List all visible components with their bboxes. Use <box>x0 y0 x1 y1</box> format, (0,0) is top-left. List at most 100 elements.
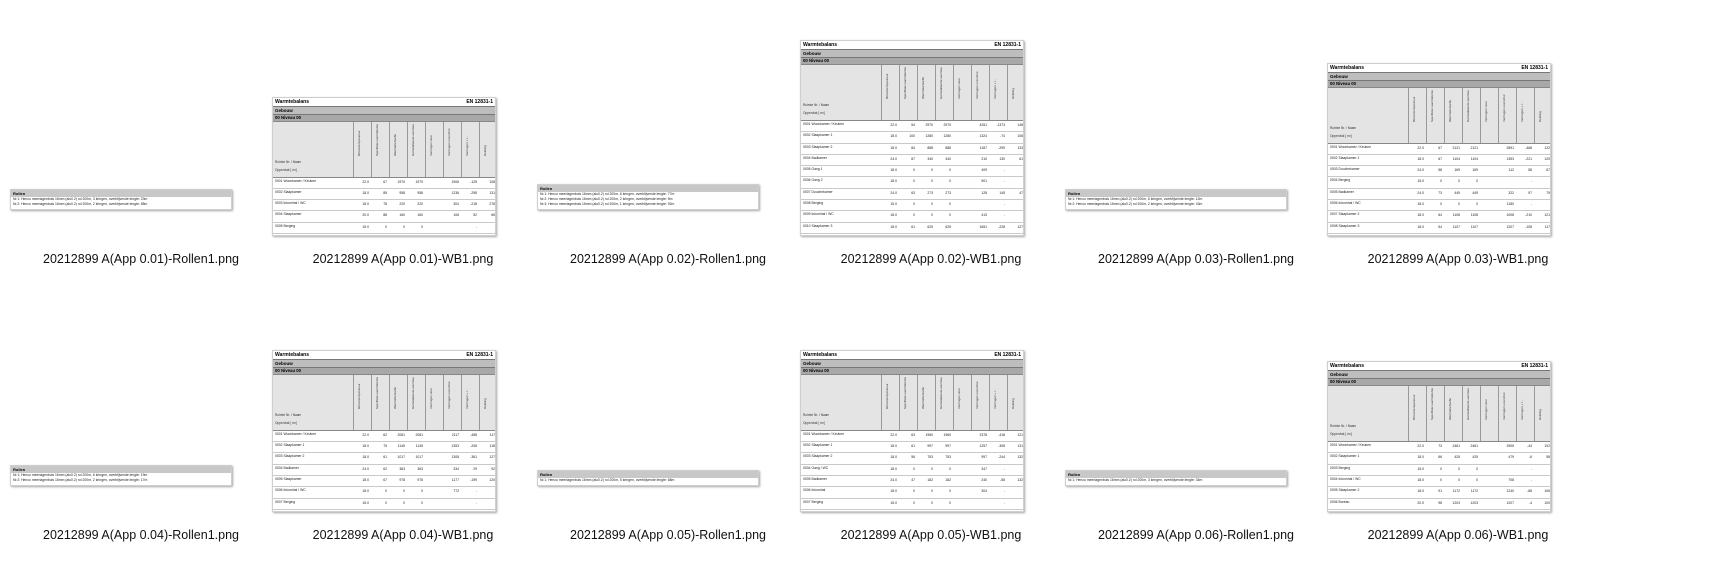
column-header: Vermogen vloer <box>429 134 433 156</box>
cell-value: 18.0 <box>890 444 897 449</box>
table-row: 0010 Slaapkamer 3 18.0 61 625 625 1651 -228 127 <box>801 223 1023 234</box>
cell-value: -6 <box>1528 455 1532 460</box>
room-name: 0001 Woonkamer / Keuken <box>275 178 317 183</box>
room-name: 0007 Douchekamer <box>803 189 833 194</box>
room-name: 0001 Woonkamer / Keuken <box>1330 443 1372 448</box>
file-name[interactable]: 20212899 A(App 0.04)-Rollen1.png <box>43 528 239 542</box>
cell-value: 0 <box>913 489 915 494</box>
thumbnail-image[interactable]: Rollen Nr.1: Henco meerlagenbuis 16mm (al… <box>10 465 232 486</box>
file-item[interactable]: Rollen Nr.1: Henco meerlagenbuis 16mm (al… <box>10 284 272 546</box>
file-name[interactable]: 20212899 A(App 0.02)-Rollen1.png <box>570 252 766 266</box>
thumb-header: Rollen <box>1066 471 1286 478</box>
room-name: 0002 Slaapkamer 1 <box>1330 155 1360 160</box>
thumbnail-image[interactable]: Rollen Nr.1: Henco meerlagenbuis 16mm (al… <box>1065 470 1287 486</box>
thumbnail-image[interactable]: Rollen Nr.1: Henco meerlagenbuis 16mm (al… <box>1065 189 1287 210</box>
column-divider <box>989 65 990 120</box>
thumbnail-image[interactable]: Warmtebalans EN 12831-1 Gebouw 00 Niveau 00… <box>1327 62 1551 236</box>
thumb-level: 00 Niveau 00 <box>1328 378 1550 386</box>
column-header: Vermogen + / - <box>1520 101 1524 122</box>
cell-value: 128 <box>981 190 987 195</box>
file-item[interactable]: Rollen Nr.1: Henco meerlagenbuis 16mm (al… <box>537 8 799 270</box>
cell-value: 1240 <box>1506 489 1514 494</box>
room-name: 0004 Gang / WC <box>803 465 829 470</box>
thumbnail-image[interactable]: Warmtebalans EN 12831-1 Gebouw 00 Niveau 00… <box>272 349 496 512</box>
file-name[interactable]: 20212899 A(App 0.06)-WB1.png <box>1367 528 1549 542</box>
thumb-titlebar: Warmtebalans EN 12831-1 <box>1328 362 1550 370</box>
file-item[interactable]: Warmtebalans EN 12831-1 Gebouw 00 Niveau 00… <box>1327 8 1589 270</box>
column-divider <box>1444 386 1445 442</box>
cell-value: 0 <box>913 213 915 218</box>
file-item[interactable]: Rollen Nr.1: Henco meerlagenbuis 16mm (al… <box>1065 8 1327 270</box>
table-row: 0003 Douchekamer 24.0 58 169 169 112 58 67 <box>1328 166 1550 178</box>
cell-value: 0 <box>1476 202 1478 207</box>
cell-value: 1970 <box>397 179 405 184</box>
rooms-label: Ruimte Nr. / Naam <box>1330 424 1357 429</box>
thumbnail-image[interactable]: Rollen Nr.1: Henco meerlagenbuis 16mm (al… <box>537 470 759 486</box>
room-name: 0007 Slaapkamer 2 <box>1330 212 1360 217</box>
cell-value: 0 <box>931 202 933 207</box>
cell-value: 449 <box>1454 190 1460 195</box>
file-name[interactable]: 20212899 A(App 0.02)-WB1.png <box>840 252 1022 266</box>
file-name[interactable]: 20212899 A(App 0.03)-Rollen1.png <box>1098 252 1294 266</box>
file-item[interactable]: Rollen Nr.1: Henco meerlagenbuis 16mm (al… <box>1065 284 1327 546</box>
table-row: 0004 Gang / WC 18.0 0 0 0 347 - <box>801 465 1023 477</box>
column-header: Specifieke warmtebehoefte <box>375 123 379 156</box>
thumbnail-image[interactable]: Warmtebalans EN 12831-1 Gebouw 00 Niveau 00… <box>272 96 496 236</box>
cell-value: 22.0 <box>890 123 897 127</box>
thumb-level: 00 Niveau 00 <box>1328 79 1550 87</box>
cell-value: 18.0 <box>1417 224 1424 229</box>
file-item[interactable]: Rollen Nr.1: Henco meerlagenbuis 16mm (al… <box>10 8 272 270</box>
thumb-titlebar: Warmtebalans EN 12831-1 <box>801 351 1023 359</box>
file-item[interactable]: Warmtebalans EN 12831-1 Gebouw 00 Niveau 00… <box>800 284 1062 546</box>
thumb-norm: EN 12831-1 <box>1521 64 1548 71</box>
file-name[interactable]: 20212899 A(App 0.04)-WB1.png <box>312 528 494 542</box>
room-name: 0004 Badkamer <box>275 465 299 470</box>
thumb-line: Nr.1: Henco meerlagenbuis 16mm (alu0.2) … <box>540 192 675 196</box>
column-divider <box>935 65 936 120</box>
column-header: Geïnstalleerde warmteafgifte <box>1466 89 1470 122</box>
column-header: Vermogen overschot <box>447 127 451 156</box>
file-name[interactable]: 20212899 A(App 0.03)-WB1.png <box>1367 252 1549 266</box>
table-row: 0002 Slaapkamer 1 18.0 61 997 997 1257 -308 131 <box>801 442 1023 454</box>
file-name[interactable]: 20212899 A(App 0.01)-Rollen1.png <box>43 252 239 266</box>
file-name[interactable]: 20212899 A(App 0.05)-WB1.png <box>840 528 1022 542</box>
thumb-table-header: Binnentemperatuur Specifieke warmtebehoef… <box>273 120 495 178</box>
room-name: 0010 Slaapkamer 3 <box>803 223 833 228</box>
cell-value: - <box>475 224 477 229</box>
column-header: Specifieke warmtebehoefte <box>1430 388 1434 421</box>
file-item[interactable]: Warmtebalans EN 12831-1 Gebouw 00 Niveau 00… <box>272 284 534 546</box>
column-header: Dekking <box>483 144 487 156</box>
cell-value: 0 <box>913 179 915 184</box>
room-name: 0001 Woonkamer / Keuken <box>803 431 845 436</box>
table-row: 0004 Slaapkamer 20.0 88 160 160 106 52 66 <box>273 211 495 223</box>
thumbnail-image[interactable]: Warmtebalans EN 12831-1 Gebouw 00 Niveau 00… <box>800 40 1024 236</box>
cell-value: -299 <box>998 145 1005 150</box>
thumbnail-image[interactable]: Rollen Nr.1: Henco meerlagenbuis 16mm (al… <box>10 189 232 210</box>
file-name[interactable]: 20212899 A(App 0.01)-WB1.png <box>312 252 494 266</box>
room-name: 0002 Slaapkamer 1 <box>275 443 305 448</box>
file-item[interactable]: Warmtebalans EN 12831-1 Gebouw 00 Niveau 00… <box>800 8 1062 270</box>
column-divider <box>1480 386 1481 442</box>
cell-value: 2891 <box>1506 145 1514 150</box>
column-header: Binnentemperatuur <box>1412 394 1416 421</box>
thumbnail-image[interactable]: Warmtebalans EN 12831-1 Gebouw 00 Niveau 00… <box>800 349 1024 512</box>
file-name[interactable]: 20212899 A(App 0.06)-Rollen1.png <box>1098 528 1294 542</box>
cell-value: - <box>475 500 477 505</box>
column-divider <box>1408 386 1409 442</box>
column-header: Dekking <box>1011 398 1015 409</box>
thumbnail-image[interactable]: Warmtebalans EN 12831-1 Gebouw 00 Niveau 00… <box>1327 361 1551 512</box>
file-item[interactable]: Warmtebalans EN 12831-1 Gebouw 00 Niveau 00… <box>1327 284 1589 546</box>
file-item[interactable]: Rollen Nr.1: Henco meerlagenbuis 16mm (al… <box>537 284 799 546</box>
table-row: 0005 Berging 15.0 0 0 0 - <box>273 223 495 234</box>
cell-value: - <box>1003 500 1005 505</box>
cell-value: 1180 <box>1506 202 1514 207</box>
table-row: 0002 Slaapkamer 1 18.0 100 1280 1280 1324 -74 1… <box>801 132 1023 144</box>
file-name[interactable]: 20212899 A(App 0.05)-Rollen1.png <box>570 528 766 542</box>
column-header: Binnentemperatuur <box>885 73 889 99</box>
file-item[interactable]: Warmtebalans EN 12831-1 Gebouw 00 Niveau 00… <box>272 8 534 270</box>
cell-value: 61 <box>383 455 387 460</box>
thumbnail-image[interactable]: Rollen Nr.1: Henco meerlagenbuis 16mm (al… <box>537 184 759 210</box>
column-divider <box>425 374 426 430</box>
table-row: 0005 Gang 1 18.0 0 0 0 409 - <box>801 166 1023 178</box>
room-name: 0006 Inkomhal / WC <box>1330 201 1361 206</box>
